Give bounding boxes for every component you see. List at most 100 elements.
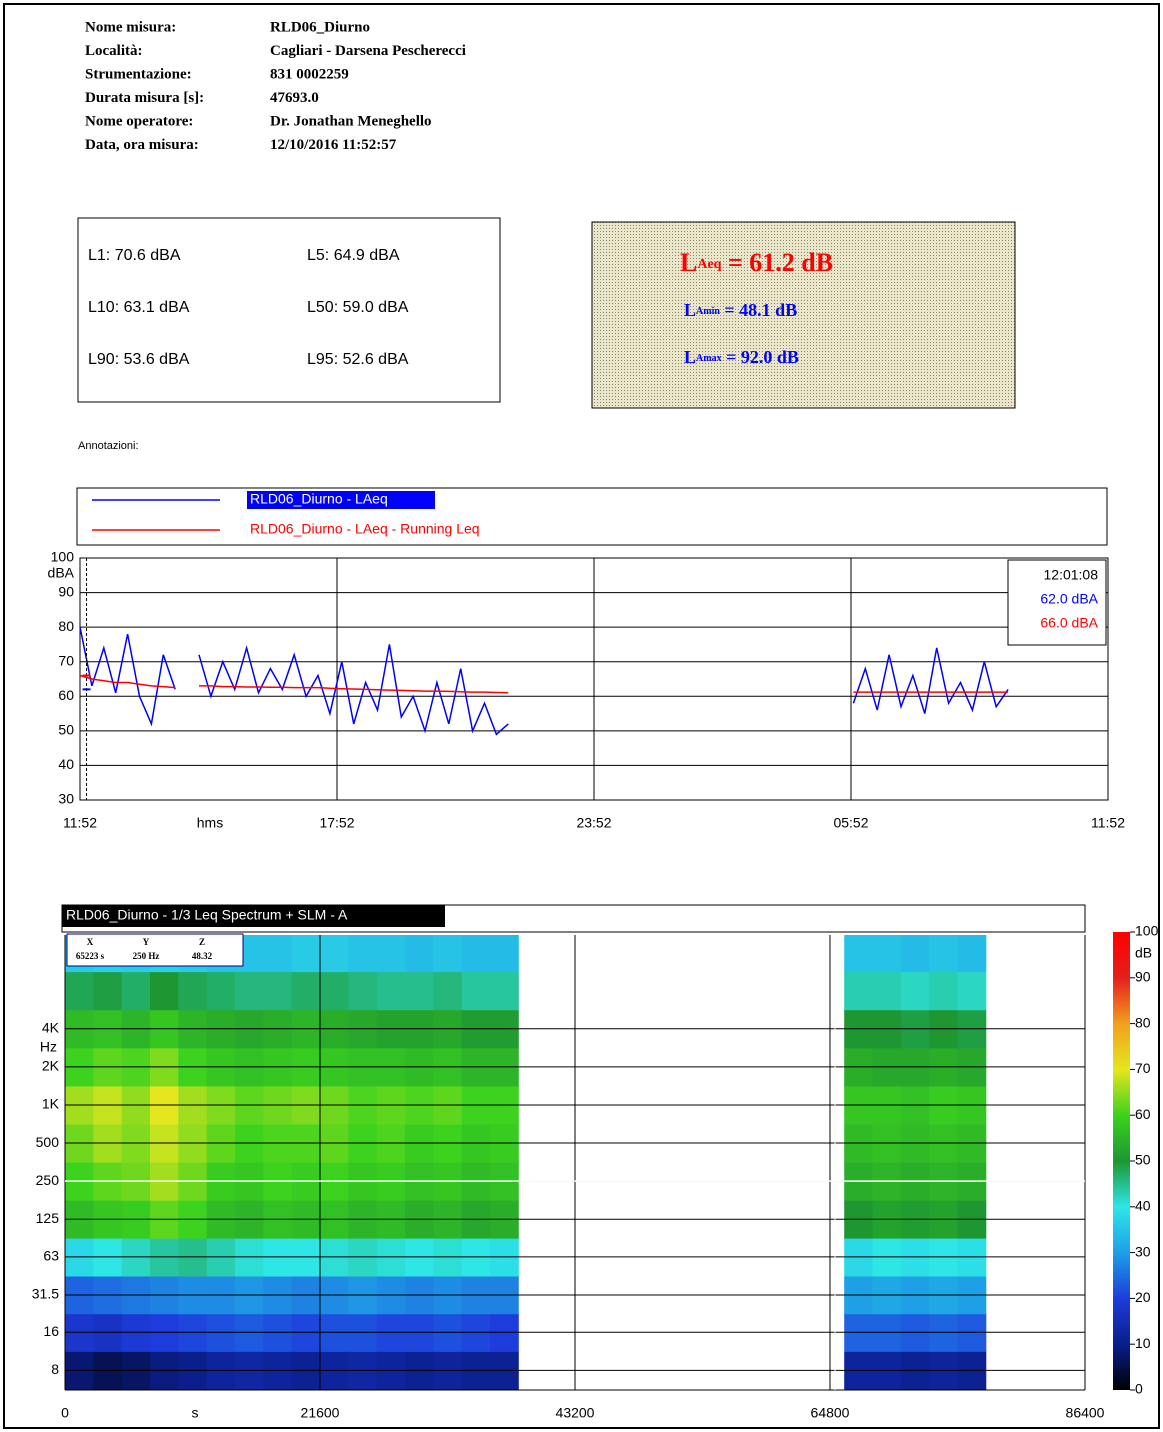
heat-cell [957, 935, 987, 973]
heat-cell [121, 971, 151, 1011]
heat-cell [405, 971, 434, 1011]
heat-cell [320, 935, 349, 973]
heat-cell [405, 1313, 434, 1352]
y-tick-label: 90 [58, 583, 74, 599]
heat-cell [872, 1313, 902, 1352]
heat-cell [376, 1313, 406, 1352]
value-text: = 61.2 dB [721, 248, 833, 277]
heat-cell [844, 971, 873, 1011]
heat-cell [957, 971, 987, 1011]
subscript: Aeq [697, 257, 721, 272]
symbol: L [684, 300, 696, 320]
heat-cell [844, 1351, 873, 1391]
colorbar-label: 60 [1135, 1106, 1151, 1122]
heat-cell [433, 971, 463, 1011]
cursor-box [66, 933, 244, 967]
heat-cell [844, 1313, 873, 1352]
colorbar-label: 80 [1135, 1014, 1151, 1030]
heat-cell [348, 1351, 378, 1391]
y-tick-label: 63 [43, 1248, 59, 1264]
title-bg [62, 905, 445, 927]
x-tick-label: 64800 [811, 1405, 850, 1421]
heat-cell [65, 971, 94, 1011]
field-label: Strumentazione: [85, 66, 192, 82]
y-tick-label: 100 [51, 549, 75, 565]
field-value: RLD06_Diurno [270, 19, 370, 35]
heat-cell [206, 1351, 236, 1391]
x-tick-label: 11:52 [63, 815, 97, 831]
cursor-header: X [87, 937, 94, 947]
colorbar-label: 70 [1135, 1060, 1151, 1076]
field-value: 47693.0 [270, 90, 319, 106]
cursor-value: 66.0 dBA [1040, 615, 1098, 631]
heat-cell [150, 1351, 179, 1391]
heat-cell [320, 971, 349, 1011]
heat-cell [263, 1313, 293, 1352]
colorbar-label: 50 [1135, 1152, 1151, 1168]
field-label: Località: [85, 43, 143, 59]
cursor-box [1007, 559, 1107, 646]
heat-cell [376, 971, 406, 1011]
heat-cell [348, 971, 378, 1011]
legend-label: RLD06_Diurno - LAeq [250, 491, 388, 507]
page-border [3, 3, 1160, 1429]
stat: L1: 70.6 dBA [88, 247, 181, 264]
heat-cell [235, 971, 264, 1011]
heat-cell [929, 935, 958, 973]
field-value: Dr. Jonathan Meneghello [270, 113, 432, 129]
y-axis-label: dBA [48, 565, 75, 581]
heat-cell [121, 1313, 151, 1352]
y-tick-label: 2K [42, 1058, 60, 1074]
heat-cell [291, 1313, 321, 1352]
cursor-value: 65223 s [76, 951, 105, 961]
x-tick-label: 17:52 [319, 815, 354, 831]
heat-cell [900, 935, 930, 973]
y-tick-label: 70 [58, 652, 74, 668]
cursor-value: 250 Hz [133, 951, 160, 961]
field-value: 12/10/2016 11:52:57 [270, 137, 397, 153]
x-tick-label: 0 [61, 1405, 69, 1421]
colorbar-label: 0 [1135, 1381, 1143, 1397]
value-text: = 92.0 dB [722, 347, 799, 367]
y-tick-label: 50 [58, 722, 74, 738]
y-tick-label: 40 [58, 756, 74, 772]
heat-cell [263, 971, 293, 1011]
heat-cell [461, 1351, 491, 1391]
y-tick-label: 4K [42, 1019, 60, 1035]
y-tick-label: 250 [36, 1172, 60, 1188]
heat-cell [461, 1313, 491, 1352]
heat-cell [376, 1351, 406, 1391]
colorbar-label: 20 [1135, 1289, 1151, 1305]
heat-cell [490, 971, 519, 1011]
heat-cell [178, 971, 208, 1011]
stat: L50: 59.0 dBA [307, 299, 409, 316]
subscript: Amax [696, 353, 722, 364]
heat-cell [900, 1313, 930, 1352]
heat-cell [376, 935, 406, 973]
heat-cell [65, 1351, 94, 1391]
colorbar-label: 90 [1135, 969, 1151, 985]
series-line [79, 674, 1009, 694]
heat-cell [405, 1351, 434, 1391]
heat-cell [461, 971, 491, 1011]
x-axis-label: s [192, 1405, 199, 1421]
legend-label: RLD06_Diurno - LAeq - Running Leq [250, 521, 480, 537]
heat-cell [235, 1351, 264, 1391]
stats-box [77, 217, 501, 403]
cursor-value: 48.32 [192, 951, 213, 961]
cursor-header: Y [143, 937, 150, 947]
summary-box [591, 221, 1016, 409]
chart-title: RLD06_Diurno - 1/3 Leq Spectrum + SLM - … [66, 907, 348, 923]
heat-cell [121, 1351, 151, 1391]
heat-cell [490, 1313, 519, 1352]
series-line [79, 626, 1009, 736]
heat-cell [433, 935, 463, 973]
subscript: Amin [696, 306, 720, 317]
legend-highlight [247, 491, 435, 509]
heat-cell [291, 935, 321, 973]
colorbar-label: 100 [1135, 923, 1159, 939]
stat: L10: 63.1 dBA [88, 299, 190, 316]
heat-cell [872, 935, 902, 973]
heat-cell [348, 935, 378, 973]
